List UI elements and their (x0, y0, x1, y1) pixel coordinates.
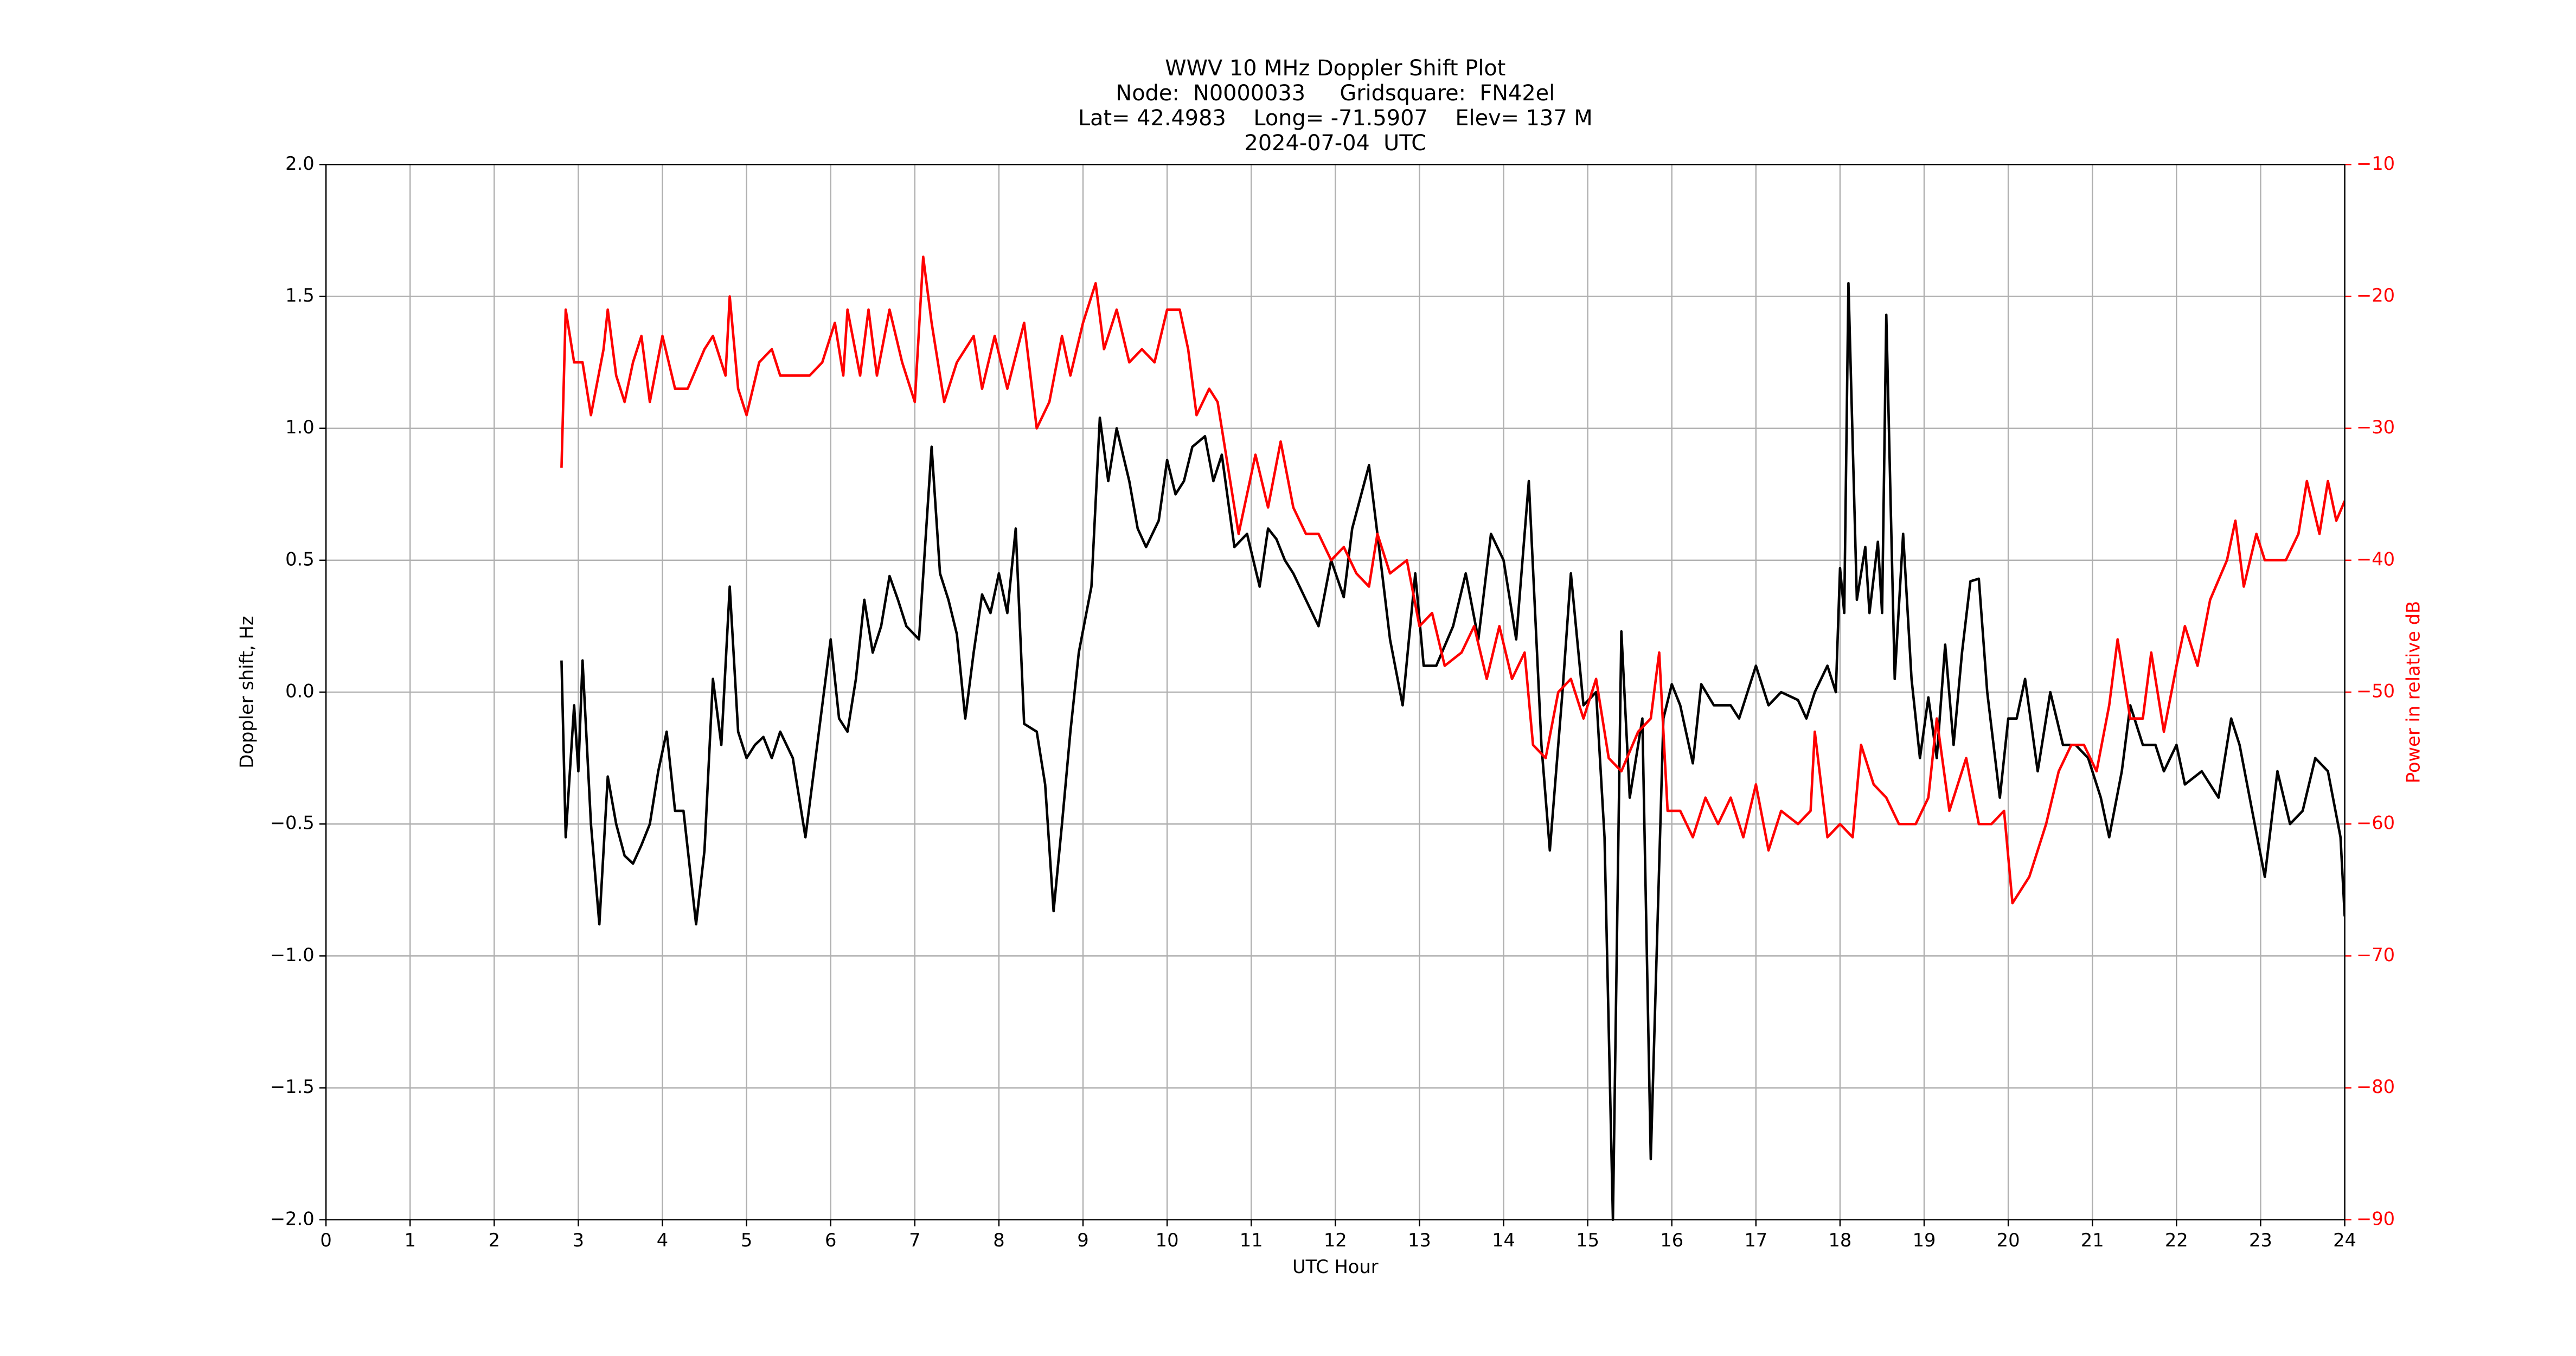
y-tick-label: 1.5 (285, 285, 315, 306)
chart-title: 2024-07-04 UTC (1245, 131, 1427, 156)
x-tick-label: 24 (2333, 1230, 2356, 1251)
y2-tick-label: −10 (2356, 153, 2395, 174)
x-tick-label: 4 (657, 1230, 668, 1251)
x-tick-label: 16 (1660, 1230, 1683, 1251)
plot-frame (325, 164, 2346, 1220)
chart-title: Lat= 42.4983 Long= -71.5907 Elev= 137 M (1078, 106, 1593, 131)
x-tick-label: 2 (489, 1230, 500, 1251)
data-line (560, 255, 2345, 905)
y2-tick-label: −40 (2356, 548, 2395, 570)
x-axis-label: UTC Hour (1292, 1256, 1379, 1277)
x-tick-label: 13 (1408, 1230, 1431, 1251)
data-line (560, 282, 2345, 1221)
x-tick-label: 3 (573, 1230, 584, 1251)
x-tick-label: 6 (825, 1230, 836, 1251)
x-tick-label: 15 (1576, 1230, 1599, 1251)
y2-tick-label: −20 (2356, 285, 2395, 306)
x-tick-label: 22 (2165, 1230, 2188, 1251)
y-tick-label: −1.5 (270, 1076, 315, 1097)
x-tick-label: 1 (404, 1230, 415, 1251)
x-tick-label: 19 (1913, 1230, 1936, 1251)
y-tick-label: −0.5 (270, 813, 315, 834)
chart-title: Node: N0000033 Gridsquare: FN42el (1116, 81, 1555, 106)
x-tick-label: 5 (741, 1230, 752, 1251)
y2-tick-label: −60 (2356, 813, 2395, 834)
x-tick-label: 18 (1828, 1230, 1851, 1251)
y-tick-label: −2.0 (270, 1208, 315, 1229)
y-tick-label: −1.0 (270, 944, 315, 965)
x-tick-label: 17 (1744, 1230, 1767, 1251)
y2-tick-label: −50 (2356, 681, 2395, 702)
y2-tick-label: −90 (2356, 1208, 2395, 1229)
x-tick-label: 12 (1324, 1230, 1347, 1251)
x-tick-label: 23 (2249, 1230, 2272, 1251)
y-tick-label: 1.0 (285, 417, 315, 438)
x-tick-label: 21 (2081, 1230, 2104, 1251)
y-tick-label: 2.0 (285, 153, 315, 174)
x-tick-label: 9 (1077, 1230, 1088, 1251)
x-tick-label: 0 (320, 1230, 331, 1251)
x-tick-label: 11 (1240, 1230, 1263, 1251)
y2-tick-label: −70 (2356, 944, 2395, 965)
x-tick-label: 7 (909, 1230, 920, 1251)
x-tick-label: 14 (1492, 1230, 1515, 1251)
y2-axis-label: Power in relative dB (2403, 601, 2424, 783)
y-axis-label: Doppler shift, Hz (236, 616, 258, 768)
x-tick-label: 20 (1997, 1230, 2020, 1251)
chart-title: WWV 10 MHz Doppler Shift Plot (1165, 56, 1505, 81)
x-tick-label: 8 (993, 1230, 1004, 1251)
y2-tick-label: −80 (2356, 1076, 2395, 1097)
x-tick-label: 10 (1156, 1230, 1179, 1251)
y2-tick-label: −30 (2356, 417, 2395, 438)
y-tick-label: 0.5 (285, 548, 315, 570)
y-tick-label: 0.0 (285, 681, 315, 702)
